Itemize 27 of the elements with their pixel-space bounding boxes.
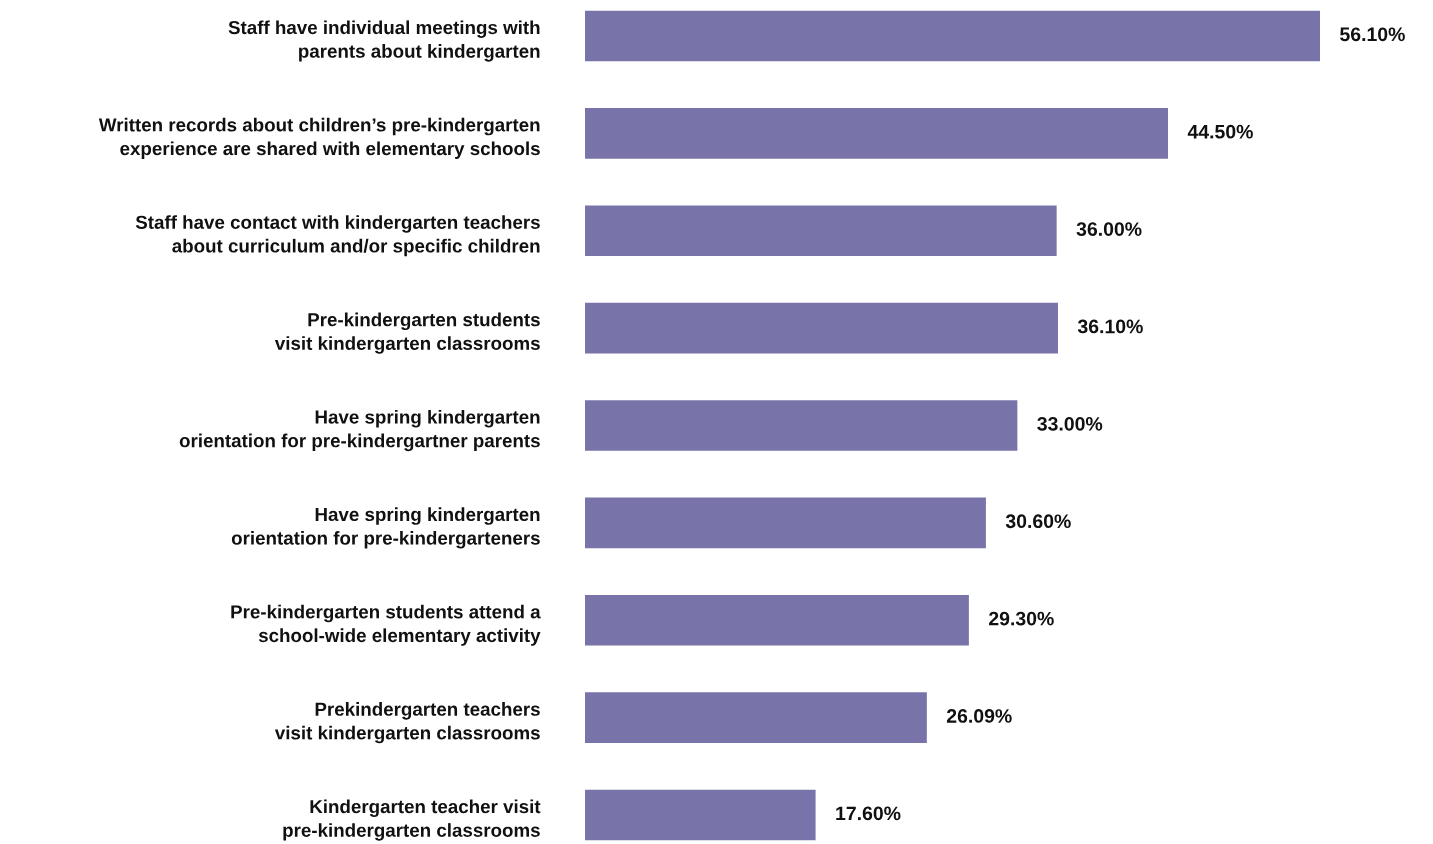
- data-label: 36.00%: [1076, 222, 1142, 236]
- bar: [585, 302, 1058, 354]
- data-label: 56.10%: [1340, 27, 1405, 42]
- bar: [585, 205, 1057, 257]
- data-label: 30.60%: [1005, 514, 1071, 529]
- y-tick-label: Prekindergarten teachers visit kindergarten classrooms: [274, 702, 540, 744]
- data-label: 44.50%: [1187, 124, 1253, 139]
- bar: [585, 789, 816, 841]
- y-tick-label: Staff have individual meetings with parents about kindergarten: [228, 20, 540, 62]
- y-tick-label: Have spring kindergarten orientation for pre-kindergarteners: [231, 507, 540, 549]
- y-tick-label: Staff have contact with kindergarten teachers about curriculum and/or specific children: [135, 215, 540, 257]
- bar: [585, 108, 1169, 159]
- bar: [585, 400, 1018, 451]
- y-tick-label: Kindergarten teacher visit pre-kindergarten classrooms: [283, 799, 541, 841]
- data-label: 33.00%: [1037, 416, 1103, 431]
- bar: [585, 692, 927, 743]
- y-tick-label: Have spring kindergarten orientation for pre-kindergartner parents: [179, 409, 540, 452]
- bar: [585, 10, 1320, 62]
- y-tick-label: Pre-kindergarten students attend a school-wide elementary activity: [231, 604, 541, 646]
- y-tick-label: Pre-kindergarten students visit kindergarten classrooms: [274, 312, 540, 354]
- bar: [585, 497, 986, 549]
- bar: [585, 594, 969, 646]
- data-label: 26.09%: [946, 709, 1012, 723]
- data-label: 29.30%: [989, 611, 1054, 626]
- data-label: 36.10%: [1077, 319, 1143, 334]
- y-tick-label: Written records about children’s pre-kindergarten experience are shared with elementary schools: [98, 117, 540, 159]
- data-label: 17.60%: [836, 806, 901, 821]
